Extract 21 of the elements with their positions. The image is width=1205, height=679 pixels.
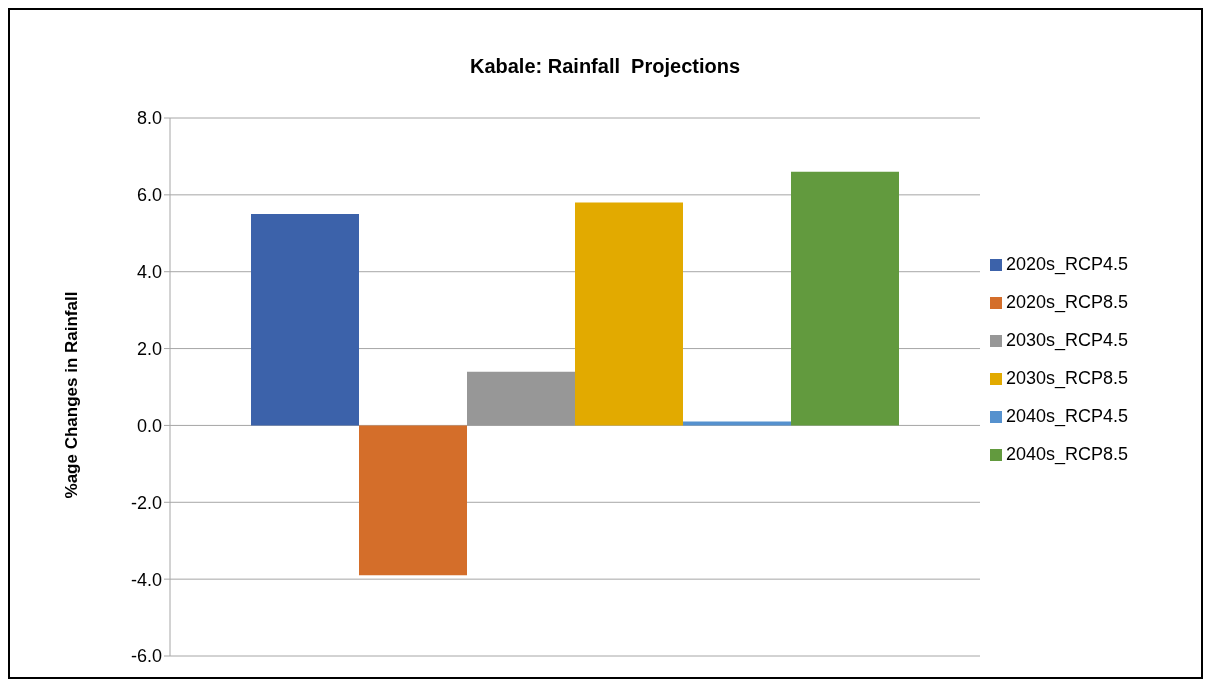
legend-label: 2020s_RCP4.5 <box>1006 254 1129 274</box>
legend-label: 2040s_RCP4.5 <box>1006 406 1129 426</box>
y-tick-label: -6.0 <box>130 646 162 667</box>
y-tick-label: 2.0 <box>136 338 162 359</box>
bar <box>359 425 467 576</box>
legend-label: 2030s_RCP4.5 <box>1006 330 1129 350</box>
chart-title: Kabale: Rainfall Projections <box>468 55 742 78</box>
bar <box>467 371 575 426</box>
y-tick-label: 8.0 <box>136 108 162 129</box>
bar <box>791 171 899 426</box>
legend-label: 2030s_RCP8.5 <box>1006 368 1129 388</box>
y-tick-label: -2.0 <box>130 492 162 513</box>
y-tick-label: 4.0 <box>136 262 162 283</box>
legend-label: 2020s_RCP8.5 <box>1006 292 1129 312</box>
y-tick-label: -4.0 <box>130 569 162 590</box>
y-tick-label: 6.0 <box>136 185 162 206</box>
y-axis-title: %age Changes in Rainfall <box>62 291 82 499</box>
legend-label: 2040s_RCP8.5 <box>1006 444 1129 464</box>
bar <box>575 202 683 426</box>
bar <box>251 214 359 426</box>
y-tick-label: 0.0 <box>136 415 162 436</box>
